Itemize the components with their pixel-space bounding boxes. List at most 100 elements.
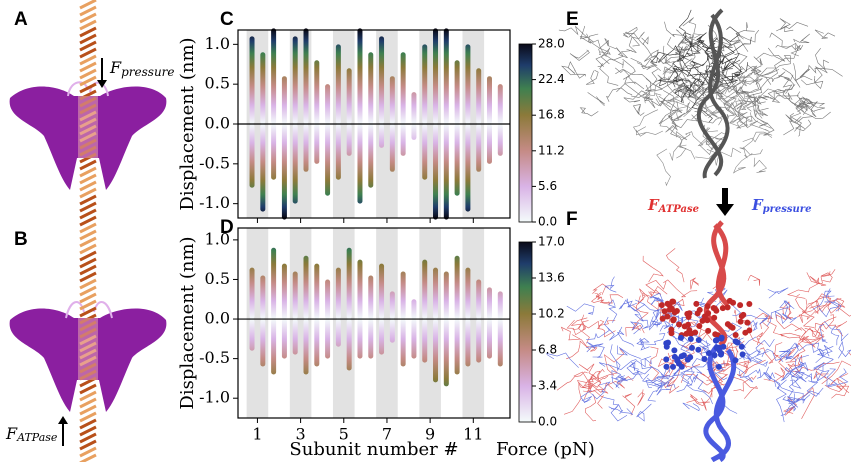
strip [422,44,428,124]
subscript: ATPase [16,431,58,444]
backbone [615,67,652,91]
backbone [784,367,807,383]
backbone [605,87,633,102]
backbone [572,323,590,344]
strip [443,124,449,220]
backbone [782,364,805,381]
x-tick-label: 9 [425,425,435,444]
backbone [730,29,760,47]
force-label: FATPase [647,196,699,215]
strip [411,92,417,124]
strip [357,124,363,204]
backbone [637,389,645,406]
backbone [824,320,849,342]
backbone [598,359,637,370]
atom [684,310,691,317]
atom [705,350,712,357]
backbone [773,379,811,402]
strip [389,124,395,172]
dna-strand [79,26,97,38]
backbone [723,342,738,351]
backbone [808,370,830,384]
backbone [742,336,763,363]
x-tick-label: 7 [382,425,392,444]
backbone [820,296,841,314]
backbone [677,334,691,354]
backbone [793,354,809,374]
y-tick-label: 0.0 [205,309,230,328]
dna-strand [79,173,97,185]
backbone [658,45,680,63]
backbone [656,148,671,187]
backbone [798,98,815,113]
atom [711,352,718,359]
backbone [573,371,591,400]
backbone [730,64,742,83]
backbone [836,297,851,317]
backbone [657,381,676,389]
dna-strand [79,12,97,24]
backbone [611,377,626,389]
backbone [668,328,690,350]
backbone [733,364,754,383]
strip [379,124,385,148]
strip [476,319,482,363]
strip [486,319,492,359]
backbone [686,389,713,407]
strip [422,124,428,180]
backbone [665,124,678,133]
colorbar-label: Force (pN) [496,439,595,460]
panel-label: F [566,209,578,230]
dna-strand [79,306,97,318]
backbone [591,381,611,400]
strip [465,267,471,320]
strip [260,124,266,212]
atom [710,304,717,311]
backbone [759,51,797,89]
backbone [635,294,646,313]
atom [695,337,702,344]
backbone [594,291,602,300]
backbone [815,48,829,70]
strip [325,84,331,124]
backbone [666,248,685,283]
backbone [810,330,824,348]
backbone [567,61,586,79]
y-tick-label: -0.5 [199,153,230,172]
strip [292,124,298,204]
backbone [761,348,783,361]
backbone [717,56,737,72]
backbone [643,303,662,319]
dna-strand [79,278,97,290]
backbone [782,74,794,94]
atom [737,302,744,309]
strip [443,271,449,320]
strip [465,124,471,212]
colorbar-tick-label: 6.8 [538,343,557,357]
dna [696,8,730,179]
backbone [761,55,791,77]
backbone [793,63,813,88]
backbone [735,22,755,40]
backbone [733,67,777,87]
dna-strand [79,432,97,444]
backbone [620,299,646,312]
backbone [777,75,795,92]
dna-strand [79,418,97,430]
backbone [663,320,674,334]
atom [658,302,665,309]
strip [249,124,255,188]
colorbar-tick-label: 5.6 [538,179,557,193]
backbone [617,330,635,347]
backbone [831,373,849,399]
backbone [647,377,671,396]
dna-strand [79,411,97,423]
atom [671,353,678,360]
backbone [794,119,812,137]
backbone [651,312,676,325]
dna-strand [79,47,97,59]
backbone [732,153,753,174]
strip [271,124,277,180]
backbone [783,300,797,324]
backbone [801,295,830,315]
